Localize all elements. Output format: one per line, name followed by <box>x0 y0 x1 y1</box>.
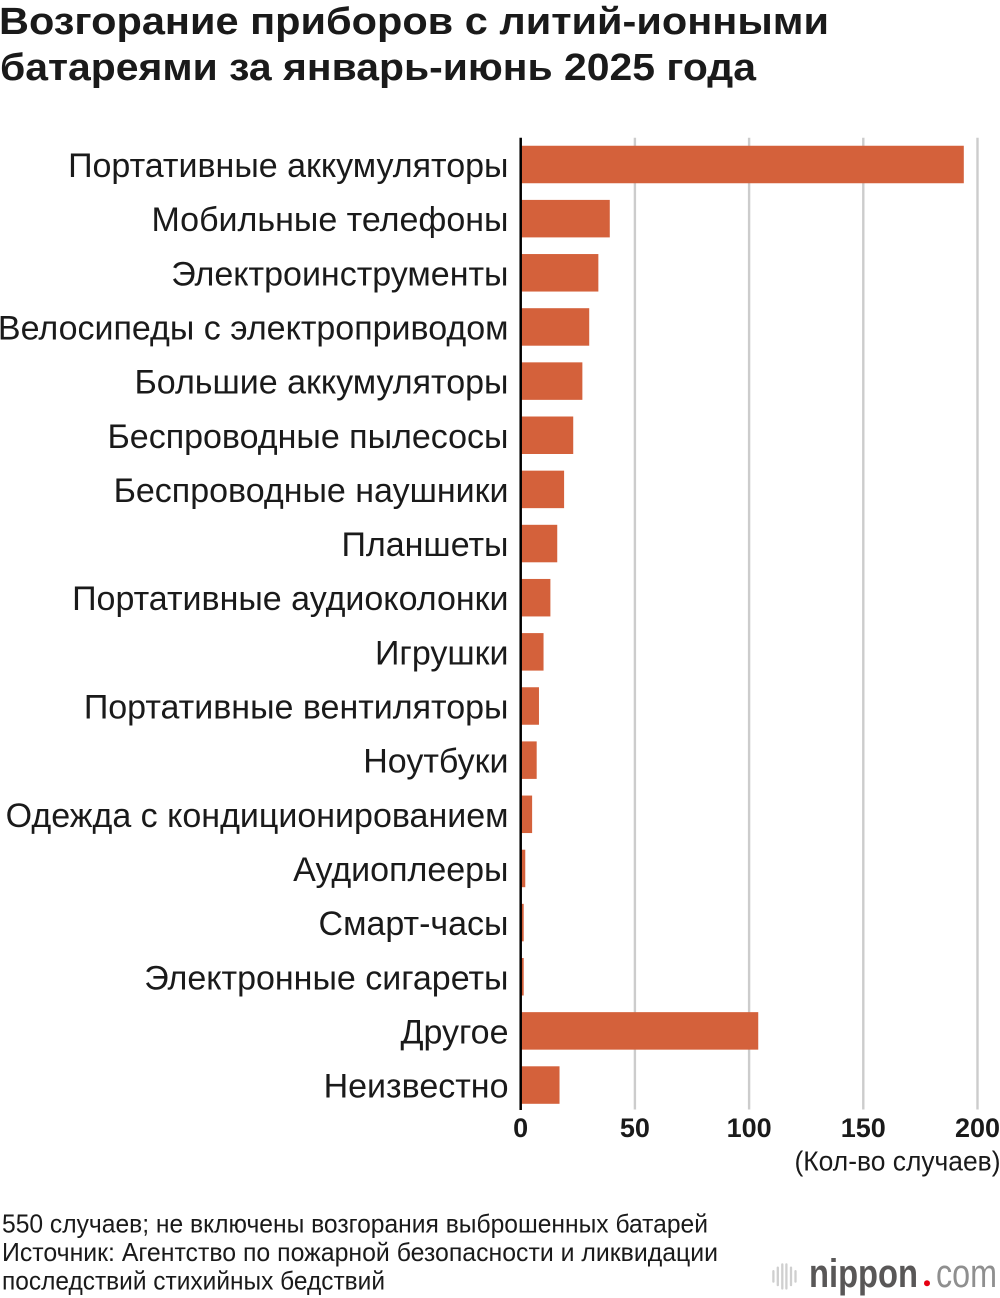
svg-text:Электроинструменты: Электроинструменты <box>171 255 508 293</box>
svg-text:Возгорание приборов с литий-ио: Возгорание приборов с литий-ионными <box>0 1 829 43</box>
svg-text:100: 100 <box>727 1113 772 1143</box>
svg-text:Смарт-часы: Смарт-часы <box>319 905 509 943</box>
svg-text:Одежда с кондиционированием: Одежда с кондиционированием <box>6 797 509 835</box>
svg-text:Мобильные телефоны: Мобильные телефоны <box>151 201 508 239</box>
svg-text:последствий стихийных бедствий: последствий стихийных бедствий <box>2 1265 385 1295</box>
svg-text:150: 150 <box>841 1113 886 1143</box>
svg-text:0: 0 <box>513 1113 528 1143</box>
svg-text:com: com <box>936 1251 997 1296</box>
svg-text:(Кол-во случаев): (Кол-во случаев) <box>795 1145 1000 1176</box>
svg-text:550 случаев; не включены возго: 550 случаев; не включены возгорания выбр… <box>2 1208 708 1238</box>
svg-text:Аудиоплееры: Аудиоплееры <box>293 851 508 889</box>
svg-text:nippon: nippon <box>809 1251 918 1296</box>
svg-text:Портативные аккумуляторы: Портативные аккумуляторы <box>68 147 508 185</box>
svg-text:50: 50 <box>620 1113 650 1143</box>
svg-text:Портативные вентиляторы: Портативные вентиляторы <box>84 689 509 727</box>
svg-text:батареями за январь-июнь 2025: батареями за январь-июнь 2025 года <box>0 47 757 89</box>
svg-text:Неизвестно: Неизвестно <box>324 1068 509 1106</box>
svg-text:Портативные аудиоколонки: Портативные аудиоколонки <box>72 580 508 618</box>
svg-text:Другое: Другое <box>400 1013 508 1051</box>
svg-text:Беспроводные наушники: Беспроводные наушники <box>114 472 509 510</box>
svg-text:Источник: Агентство по пожарно: Источник: Агентство по пожарной безопасн… <box>2 1237 718 1267</box>
svg-text:Велосипеды с электроприводом: Велосипеды с электроприводом <box>0 309 509 347</box>
svg-text:Беспроводные пылесосы: Беспроводные пылесосы <box>107 418 508 456</box>
svg-text:Планшеты: Планшеты <box>341 526 508 564</box>
svg-text:200: 200 <box>955 1113 1000 1143</box>
svg-text:Игрушки: Игрушки <box>375 634 509 672</box>
svg-text:Большие аккумуляторы: Большие аккумуляторы <box>134 364 508 402</box>
svg-text:Ноутбуки: Ноутбуки <box>363 743 508 781</box>
svg-text:Электронные сигареты: Электронные сигареты <box>144 959 508 997</box>
